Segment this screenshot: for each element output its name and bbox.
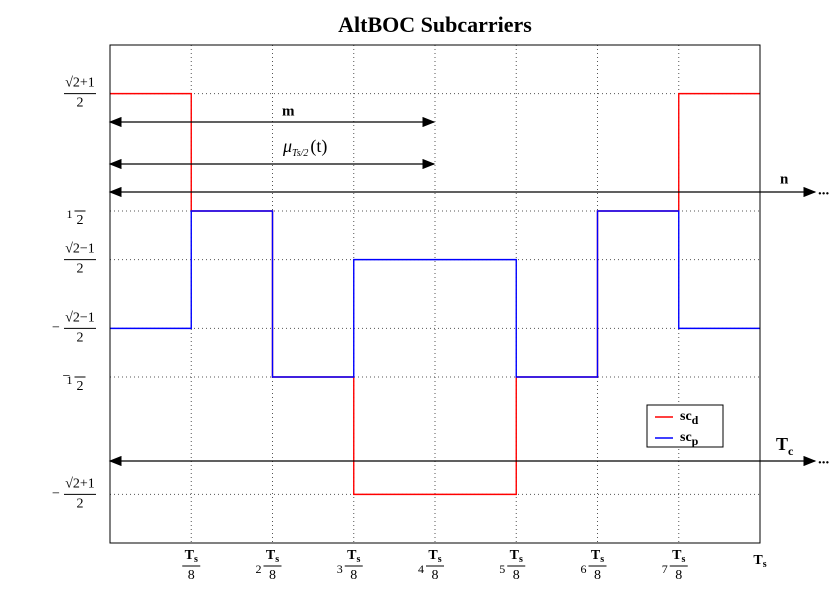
annotations: m μTs/2 (t) n ... Tc ...: [108, 103, 830, 467]
ellipsis: ...: [818, 451, 830, 467]
x-tick-label: 6Ts 8: [581, 548, 605, 583]
x-tick-label: 4Ts 8: [418, 548, 442, 583]
legend-box: [646, 404, 724, 448]
annotation-m: m: [282, 103, 295, 119]
legend-label: scp: [680, 430, 699, 448]
y-tick-label: −1 2: [63, 369, 84, 394]
tc-sub: c: [788, 444, 794, 458]
legend-label: scd: [680, 409, 699, 427]
plot-frame: [109, 44, 761, 544]
x-tick-label: Ts: [753, 553, 766, 570]
mu-sub: Ts/2: [292, 148, 308, 159]
annotation-mu: μTs/2 (t): [282, 136, 327, 159]
x-tick-label: 5Ts 8: [499, 548, 523, 583]
y-tick-label: √2−1 2: [65, 242, 95, 277]
plot-area: [110, 45, 761, 543]
annotation-tc: Tc: [776, 434, 794, 458]
y-tick-label: −√2−1 2: [52, 311, 95, 346]
mu: μ: [282, 136, 292, 156]
y-tick-label: √2+1 2: [65, 76, 95, 111]
y-tick-label: −√2+1 2: [52, 477, 95, 512]
annotation-n: n: [780, 171, 789, 187]
legend: scd scp: [646, 404, 724, 448]
tc: T: [776, 434, 788, 454]
series-line: [110, 210, 760, 378]
mu-arg: (t): [310, 136, 327, 157]
ellipsis: ...: [818, 182, 830, 198]
x-tick-label: 3Ts 8: [337, 548, 361, 583]
x-tick-label: 7Ts 8: [662, 548, 686, 583]
x-tick-label: Ts 8: [185, 548, 198, 583]
chart-title: AltBOC Subcarriers: [338, 12, 532, 37]
x-tick-label: 2Ts 8: [256, 548, 280, 583]
